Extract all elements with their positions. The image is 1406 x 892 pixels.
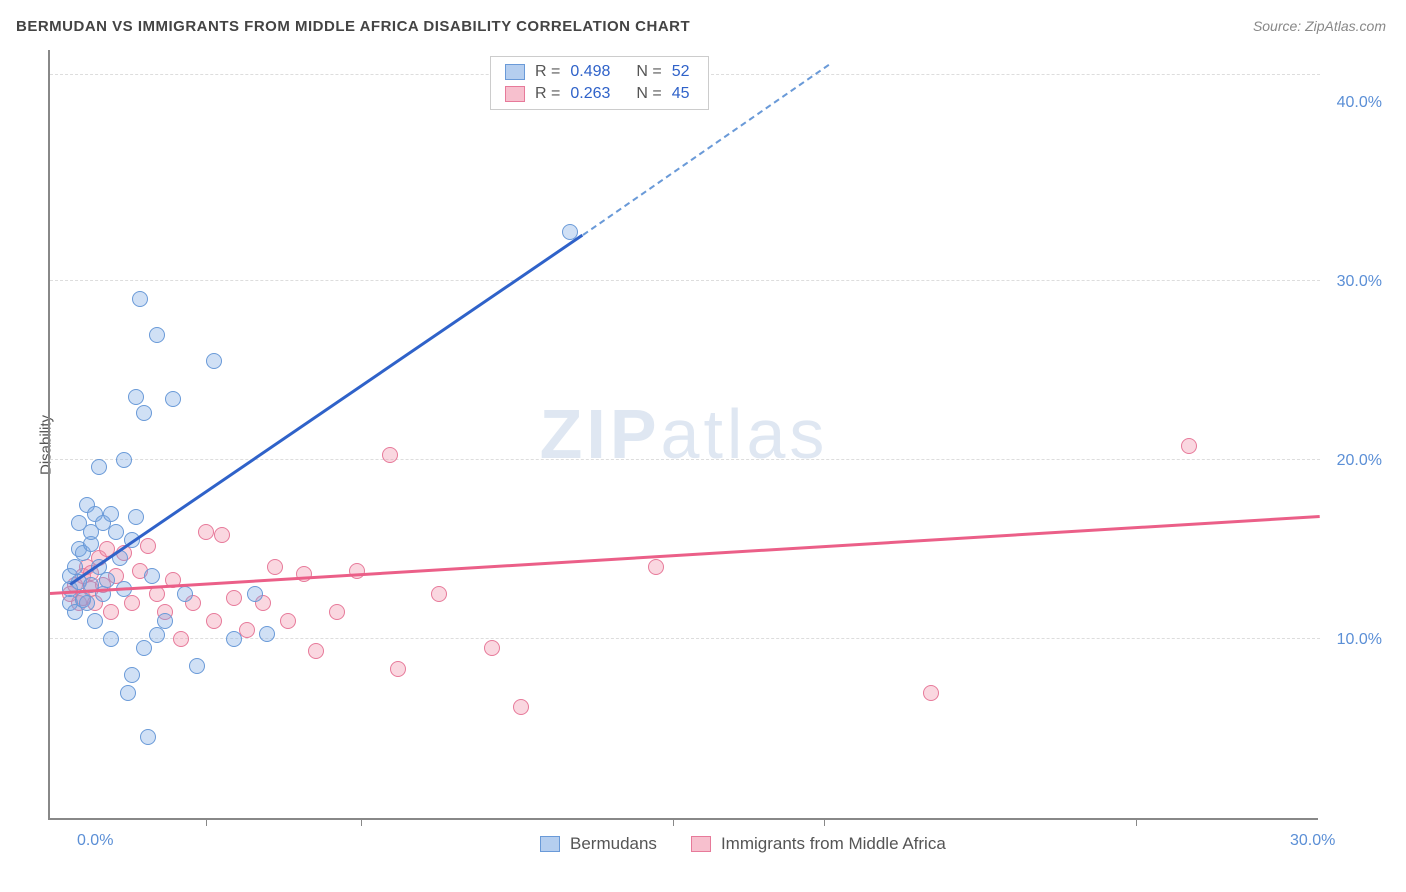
data-point-blue: [149, 327, 165, 343]
x-tick: [206, 818, 207, 826]
legend-stats-row: R = 0.498 N = 52: [491, 61, 708, 83]
data-point-blue: [140, 729, 156, 745]
data-point-pink: [382, 447, 398, 463]
x-tick-label: 30.0%: [1290, 832, 1335, 850]
data-point-pink: [648, 559, 664, 575]
y-tick-label: 40.0%: [1337, 94, 1382, 112]
grid-line: [50, 459, 1320, 460]
data-point-blue: [177, 586, 193, 602]
data-point-pink: [513, 699, 529, 715]
data-point-blue: [103, 506, 119, 522]
data-point-blue: [157, 613, 173, 629]
y-tick-label: 20.0%: [1337, 452, 1382, 470]
legend-item: Bermudans: [540, 834, 657, 854]
n-value: 52: [672, 63, 690, 81]
legend-stats: R = 0.498 N = 52 R = 0.263 N = 45: [490, 56, 709, 110]
data-point-blue: [116, 452, 132, 468]
data-point-blue: [99, 572, 115, 588]
legend-swatch: [505, 86, 525, 102]
data-point-pink: [149, 586, 165, 602]
data-point-pink: [173, 631, 189, 647]
legend-swatch: [691, 836, 711, 852]
data-point-pink: [103, 604, 119, 620]
legend-item: Immigrants from Middle Africa: [691, 834, 946, 854]
trend-line: [50, 515, 1320, 594]
data-point-blue: [165, 391, 181, 407]
x-tick: [824, 818, 825, 826]
data-point-blue: [103, 631, 119, 647]
data-point-blue: [124, 667, 140, 683]
n-value: 45: [672, 85, 690, 103]
r-label: R =: [535, 85, 560, 103]
data-point-pink: [390, 661, 406, 677]
data-point-blue: [136, 405, 152, 421]
plot-container: Disability ZIPatlas 10.0%20.0%30.0%40.0%…: [48, 50, 1388, 840]
data-point-pink: [198, 524, 214, 540]
data-point-pink: [124, 595, 140, 611]
n-label: N =: [636, 63, 661, 81]
data-point-blue: [87, 613, 103, 629]
data-point-blue: [144, 568, 160, 584]
data-point-blue: [149, 627, 165, 643]
data-point-blue: [128, 509, 144, 525]
data-point-blue: [128, 389, 144, 405]
data-point-blue: [189, 658, 205, 674]
legend-stats-row: R = 0.263 N = 45: [491, 83, 708, 105]
data-point-blue: [206, 353, 222, 369]
watermark: ZIPatlas: [540, 394, 829, 474]
plot-area: ZIPatlas 10.0%20.0%30.0%40.0%0.0%30.0%R …: [48, 50, 1318, 820]
data-point-pink: [923, 685, 939, 701]
x-tick: [1136, 818, 1137, 826]
chart-title: BERMUDAN VS IMMIGRANTS FROM MIDDLE AFRIC…: [16, 18, 690, 35]
legend-swatch: [505, 64, 525, 80]
data-point-blue: [226, 631, 242, 647]
r-label: R =: [535, 63, 560, 81]
data-point-pink: [214, 527, 230, 543]
data-point-pink: [431, 586, 447, 602]
x-tick: [673, 818, 674, 826]
data-point-pink: [206, 613, 222, 629]
legend-series: Bermudans Immigrants from Middle Africa: [540, 834, 946, 854]
data-point-blue: [132, 291, 148, 307]
data-point-pink: [1181, 438, 1197, 454]
legend-label: Immigrants from Middle Africa: [721, 834, 946, 854]
r-value: 0.498: [570, 63, 610, 81]
data-point-pink: [140, 538, 156, 554]
chart-source: Source: ZipAtlas.com: [1253, 18, 1386, 34]
data-point-pink: [484, 640, 500, 656]
y-tick-label: 10.0%: [1337, 631, 1382, 649]
y-tick-label: 30.0%: [1337, 273, 1382, 291]
data-point-blue: [79, 595, 95, 611]
data-point-pink: [308, 643, 324, 659]
data-point-blue: [108, 524, 124, 540]
data-point-blue: [91, 459, 107, 475]
data-point-pink: [329, 604, 345, 620]
data-point-pink: [226, 590, 242, 606]
legend-swatch: [540, 836, 560, 852]
data-point-blue: [247, 586, 263, 602]
data-point-blue: [259, 626, 275, 642]
x-tick: [361, 818, 362, 826]
data-point-pink: [267, 559, 283, 575]
data-point-blue: [136, 640, 152, 656]
data-point-pink: [349, 563, 365, 579]
data-point-pink: [280, 613, 296, 629]
data-point-pink: [296, 566, 312, 582]
n-label: N =: [636, 85, 661, 103]
r-value: 0.263: [570, 85, 610, 103]
x-tick-label: 0.0%: [77, 832, 113, 850]
legend-label: Bermudans: [570, 834, 657, 854]
grid-line: [50, 280, 1320, 281]
data-point-blue: [120, 685, 136, 701]
